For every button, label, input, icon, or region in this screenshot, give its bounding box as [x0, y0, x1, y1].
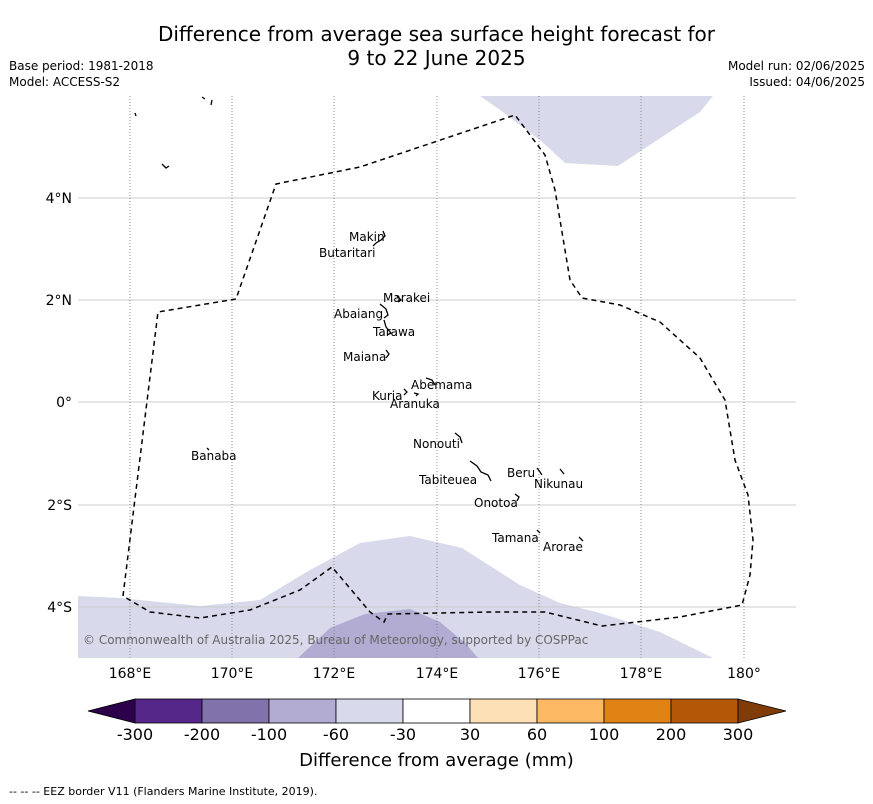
lon-label-180: 180°	[727, 666, 761, 682]
island-label-kuria: Kuria	[372, 389, 403, 403]
island-tamana-shape	[536, 529, 541, 534]
island-outlines	[134, 96, 584, 542]
colorbar-segment	[603, 698, 672, 724]
colorbar-tick-label: 30	[459, 725, 481, 744]
colorbar-segment	[670, 698, 739, 724]
colorbar-tick-label: 200	[655, 725, 687, 744]
island-north-4-shape	[161, 163, 170, 169]
colorbar-segment	[402, 698, 471, 724]
lat-tick-labels: 4°N 2°N 0° 2°S 4°S	[46, 191, 73, 616]
island-labels: Makin Butaritari Marakei Abaiang Tarawa …	[191, 230, 583, 554]
island-label-nonouti: Nonouti	[413, 437, 460, 451]
island-label-makin: Makin	[349, 230, 385, 244]
island-label-marakei: Marakei	[383, 291, 430, 305]
issued-date: Issued: 04/06/2025	[749, 75, 865, 89]
lon-tick-labels: 168°E 170°E 172°E 174°E 176°E 178°E 180°	[109, 666, 761, 682]
lon-label-172E: 172°E	[313, 666, 356, 682]
island-label-tabiteuea: Tabiteuea	[418, 473, 477, 487]
island-aranuka-shape	[413, 392, 420, 397]
title-line-1: Difference from average sea surface heig…	[157, 22, 716, 46]
island-nikunau-shape	[559, 468, 565, 475]
island-abemama-shape	[425, 377, 436, 386]
island-label-onotoa: Onotoa	[474, 496, 518, 510]
island-tabiteuea-shape	[469, 460, 492, 482]
anomaly-region-north	[480, 96, 713, 166]
model-name: Model: ACCESS-S2	[9, 75, 121, 89]
colorbar-segment	[335, 698, 404, 724]
colorbar-tick-label: -300	[116, 725, 154, 744]
island-label-tarawa: Tarawa	[372, 325, 415, 339]
map-area: Makin Butaritari Marakei Abaiang Tarawa …	[78, 96, 796, 658]
island-nonouti-shape	[454, 432, 463, 444]
island-maiana-shape	[385, 349, 390, 359]
colorbar-tick-label: 60	[526, 725, 548, 744]
eez-legend-note: -- -- -- EEZ border V11 (Flanders Marine…	[9, 785, 318, 798]
colorbar-segment	[134, 698, 203, 724]
colorbar-extend-low	[87, 698, 136, 724]
island-north-2-shape	[210, 99, 213, 106]
lat-label-4N: 4°N	[46, 191, 72, 207]
colorbar-segment	[469, 698, 538, 724]
island-abaiang-shape	[379, 303, 389, 319]
island-arorae-shape	[578, 536, 584, 542]
anomaly-region-south	[78, 536, 713, 658]
copyright-notice: © Commonwealth of Australia 2025, Bureau…	[83, 633, 588, 647]
colorbar-tick-label: -200	[183, 725, 221, 744]
island-kuria-shape	[403, 388, 408, 396]
island-banaba-shape	[206, 447, 210, 451]
colorbar-tick-label: -30	[389, 725, 417, 744]
map-title: Difference from average sea surface heig…	[0, 22, 873, 70]
island-makin-shape	[372, 230, 386, 247]
island-beru-shape	[536, 467, 543, 476]
anomaly-region-south-strong	[298, 609, 478, 658]
island-onotoa-shape	[514, 493, 520, 502]
colorbar-tick-label: -60	[322, 725, 350, 744]
island-label-aranuka: Aranuka	[390, 397, 440, 411]
island-label-tamana: Tamana	[491, 531, 539, 545]
island-label-butaritari: Butaritari	[319, 246, 376, 260]
colorbar-tick-label: 300	[722, 725, 754, 744]
meta-left: Base period: 1981-2018 Model: ACCESS-S2	[9, 58, 154, 90]
island-marakei-shape	[396, 295, 403, 303]
island-north-3-shape	[134, 112, 137, 117]
lon-gridlines	[129, 96, 745, 658]
island-label-banaba: Banaba	[191, 449, 237, 463]
island-label-beru: Beru	[507, 466, 535, 480]
lat-label-2N: 2°N	[46, 293, 72, 309]
title-line-2: 9 to 22 June 2025	[347, 46, 526, 70]
island-label-maiana: Maiana	[343, 350, 386, 364]
lon-label-178E: 178°E	[620, 666, 663, 682]
island-tarawa-shape	[383, 319, 393, 336]
colorbar-tick-label: 100	[588, 725, 620, 744]
colorbar-tick-label: -100	[250, 725, 288, 744]
lon-label-174E: 174°E	[416, 666, 459, 682]
lon-label-176E: 176°E	[518, 666, 561, 682]
island-label-abemama: Abemama	[411, 378, 472, 392]
base-period: Base period: 1981-2018	[9, 59, 154, 73]
island-north-1-shape	[201, 96, 206, 100]
lat-label-2S: 2°S	[47, 498, 72, 514]
colorbar-segment	[268, 698, 337, 724]
island-label-nikunau: Nikunau	[534, 477, 583, 491]
model-run: Model run: 02/06/2025	[727, 59, 865, 73]
colorbar-segment	[536, 698, 605, 724]
colorbar-title: Difference from average (mm)	[299, 750, 574, 771]
island-label-abaiang: Abaiang	[334, 307, 383, 321]
lon-label-170E: 170°E	[211, 666, 254, 682]
lat-label-0: 0°	[56, 395, 72, 411]
colorbar	[87, 698, 787, 724]
lon-label-168E: 168°E	[109, 666, 152, 682]
lat-label-4S: 4°S	[47, 600, 72, 616]
meta-right: Model run: 02/06/2025 Issued: 04/06/2025	[728, 58, 865, 90]
colorbar-extend-high	[737, 698, 787, 724]
island-label-arorae: Arorae	[543, 540, 583, 554]
colorbar-segment	[201, 698, 270, 724]
